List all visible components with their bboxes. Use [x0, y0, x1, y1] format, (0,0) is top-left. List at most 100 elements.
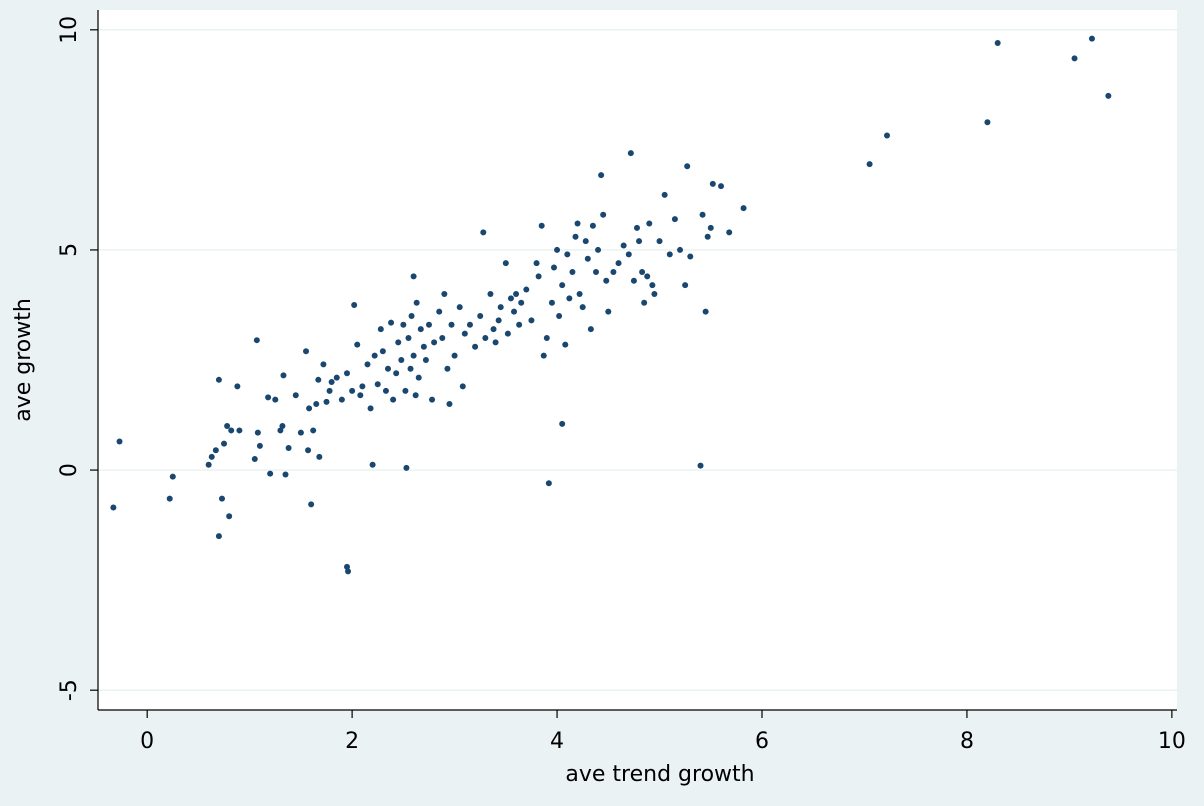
point: [441, 290, 448, 297]
point: [535, 273, 542, 280]
point: [666, 251, 673, 258]
point: [345, 568, 352, 575]
point: [651, 290, 658, 297]
point: [431, 339, 438, 346]
point: [338, 396, 345, 403]
point: [374, 381, 381, 388]
point: [630, 277, 637, 284]
x-tick-label: 4: [550, 729, 564, 754]
point: [382, 387, 389, 394]
point: [566, 295, 573, 302]
point: [504, 330, 511, 337]
point: [448, 321, 455, 328]
point: [282, 471, 289, 478]
point: [559, 420, 566, 427]
x-axis-title: ave trend growth: [565, 762, 754, 787]
point: [556, 312, 563, 319]
point: [740, 205, 747, 212]
point: [639, 268, 646, 275]
point: [354, 341, 361, 348]
point: [582, 238, 589, 245]
point: [313, 401, 320, 408]
point: [579, 304, 586, 311]
point: [349, 387, 356, 394]
point: [254, 429, 261, 436]
point: [482, 334, 489, 341]
point: [408, 312, 415, 319]
point: [615, 260, 622, 267]
point: [256, 442, 263, 449]
point: [490, 326, 497, 333]
point: [218, 495, 225, 502]
point: [543, 334, 550, 341]
point: [413, 299, 420, 306]
point: [593, 268, 599, 275]
point: [285, 445, 292, 452]
point: [351, 301, 358, 308]
point: [620, 242, 627, 249]
y-tick-label: -5: [57, 679, 82, 701]
point: [420, 343, 427, 350]
point: [398, 357, 405, 363]
point: [315, 376, 322, 383]
point: [682, 282, 689, 289]
point: [412, 392, 419, 399]
point: [316, 453, 323, 460]
point: [425, 321, 432, 328]
point: [644, 273, 651, 280]
point: [205, 461, 212, 468]
point: [212, 447, 219, 454]
point: [415, 374, 422, 381]
point: [600, 211, 607, 218]
point: [267, 470, 274, 477]
point: [280, 372, 287, 379]
x-tick-label: 0: [140, 729, 154, 754]
point: [208, 453, 215, 460]
point: [393, 370, 400, 377]
point: [1105, 92, 1112, 99]
x-tick-label: 10: [1158, 729, 1186, 754]
point: [459, 383, 466, 390]
point: [707, 224, 714, 231]
point: [359, 383, 366, 390]
point: [456, 304, 463, 311]
point: [320, 361, 327, 368]
point: [388, 319, 395, 326]
point: [605, 308, 612, 315]
point: [576, 290, 583, 297]
point: [472, 343, 479, 350]
point: [661, 191, 668, 198]
point: [564, 251, 571, 258]
point: [625, 251, 632, 258]
point: [422, 357, 429, 363]
point: [272, 396, 279, 403]
x-tick-label: 8: [960, 729, 974, 754]
point: [390, 396, 397, 403]
point: [1088, 35, 1095, 42]
point: [511, 308, 518, 315]
point: [400, 321, 407, 328]
point: [251, 456, 258, 463]
point: [702, 308, 709, 315]
point: [487, 290, 494, 297]
point: [371, 352, 378, 359]
point: [377, 326, 384, 333]
point: [323, 398, 330, 405]
y-tick-label: 5: [57, 243, 82, 257]
point: [303, 348, 310, 355]
point: [497, 304, 504, 311]
point: [554, 246, 561, 253]
point: [410, 273, 417, 280]
point: [451, 352, 458, 359]
point: [357, 392, 364, 399]
point: [466, 321, 473, 328]
point: [697, 462, 704, 469]
point: [603, 277, 610, 284]
point: [461, 330, 468, 337]
point: [297, 429, 304, 436]
point: [646, 220, 653, 227]
point: [226, 513, 233, 520]
point: [587, 326, 594, 333]
point: [671, 216, 678, 223]
